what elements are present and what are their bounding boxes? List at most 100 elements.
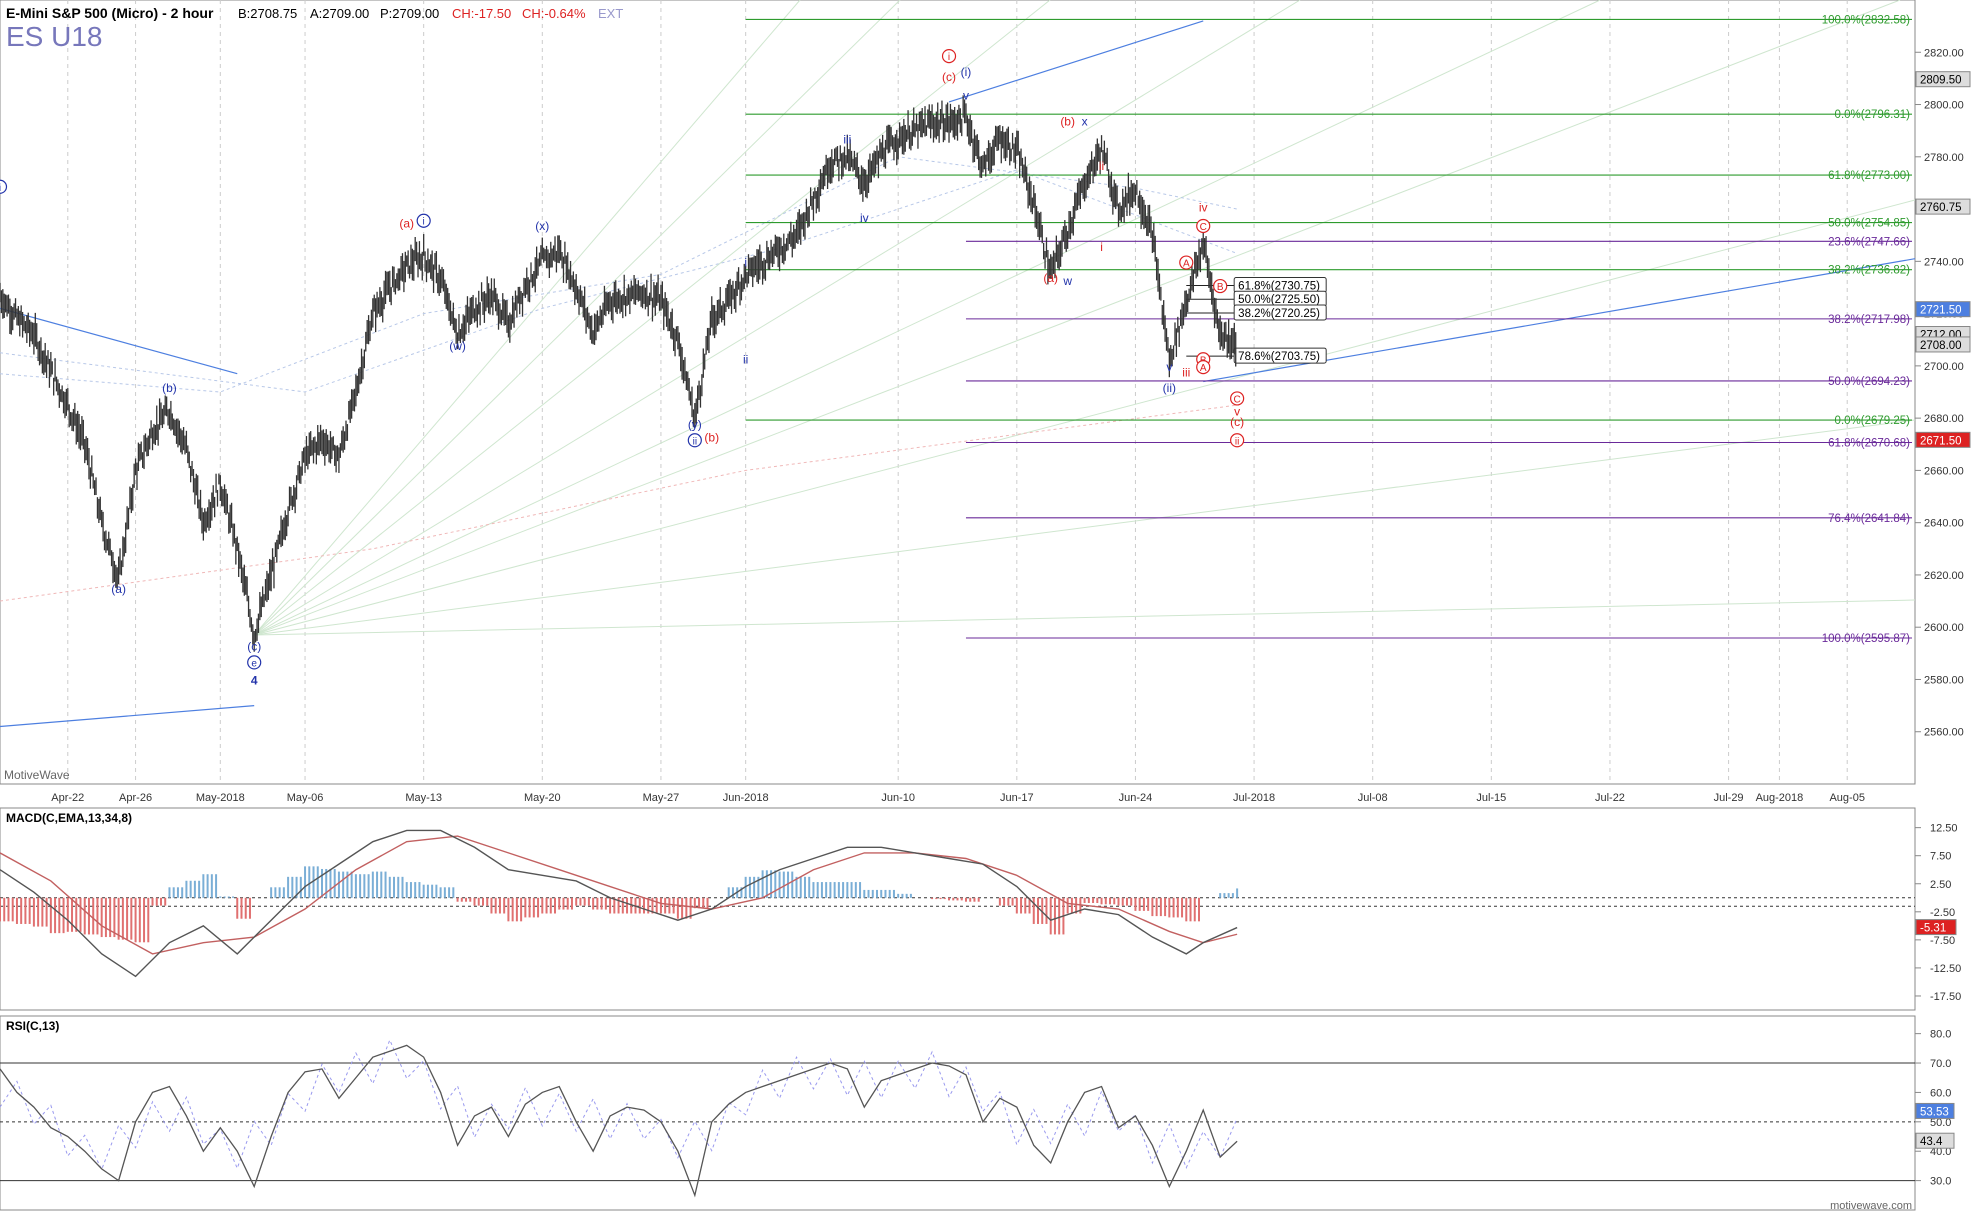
rsi-panel [0,1015,1916,1211]
wave-label: (a) [399,216,414,230]
date-tick-label: Jun-2018 [723,792,769,804]
wave-circle [1213,278,1228,294]
wave-label: (w) [449,339,466,353]
rsi-tick-label: 40.0 [1930,1146,1951,1158]
price-tick-label: 2740.00 [1924,256,1964,268]
rsi-axis: 80.0 70.0 60.0 50.0 40.0 30.0 53.53 43.4 [1915,1029,1955,1188]
macd-tick-label: -12.50 [1930,963,1961,975]
date-axis: Apr-22 Apr-26 May-2018 May-06 May-13 May-20 Ma… [51,792,1865,804]
wave-circle-label: i [948,52,950,63]
date-tick-label: Jul-29 [1714,792,1744,804]
price-tick-label: 2780.00 [1924,152,1964,164]
price-tag [1915,336,1971,353]
retrace-label: 61.8%(2730.75) [1238,281,1320,293]
ext-badge[interactable]: EXT [598,6,623,21]
date-tick-label: Apr-22 [51,792,84,804]
macd-tick-label: 2.50 [1930,879,1951,891]
date-tick-label: Aug-2018 [1756,792,1804,804]
change-percent: CH:-0.64% [522,6,586,21]
fib-label: 61.8%(2670.68) [1828,437,1910,449]
trend-line [948,20,1204,103]
wave-circle-label: A [1183,259,1190,270]
retrace-label: 50.0%(2725.50) [1238,294,1320,306]
fan-line [254,199,1916,636]
macd-value-tag [1915,919,1957,936]
wave-circle [247,655,262,670]
wave-label: iv [1199,201,1208,215]
price-tag-label: 2809.50 [1920,75,1962,87]
price-tag-label: 2671.50 [1920,435,1962,447]
fan-line [253,0,1301,636]
wave-circle-label: ii [693,436,697,447]
fib-label: 61.8%(2773.00) [1828,170,1910,182]
wave-label: ii [743,352,748,366]
retrace-label: 78.6%(2703.75) [1238,351,1320,363]
wave-label: (a) [111,582,126,596]
wave-circle [941,49,957,64]
ask-price: A:2709.00 [310,6,369,21]
bid-price: B:2708.75 [238,6,297,21]
fib-label: 50.0%(2694.23) [1828,376,1910,388]
wave-label: (y) [688,418,702,432]
wave-circle [687,433,702,448]
rsi-tick-label: 60.0 [1930,1087,1951,1099]
fib-label: 38.2%(2717.98) [1828,314,1910,326]
wave-label: v [1234,405,1240,419]
wave-circle-label: i [423,217,425,228]
rsi-tick-label: 50.0 [1930,1117,1951,1129]
date-tick-label: Jul-15 [1476,792,1506,804]
wave-label: iii [843,133,851,147]
wave-circle-label: e [251,658,257,669]
wave-label: 4 [251,674,258,688]
retrace-box [1233,347,1327,364]
watermark: MotiveWave [4,768,70,782]
fan-line [253,0,901,636]
fan-line [254,0,1901,636]
price-tag-label: 2721.50 [1920,305,1962,317]
date-tick-label: Jun-10 [881,792,915,804]
trend-line [0,307,238,375]
moving-average-line [0,169,1238,393]
rsi-title: RSI(C,13) [6,1019,59,1033]
price-tick-label: 2680.00 [1924,413,1964,425]
wave-label: v [963,88,969,102]
macd-tick-label: -2.50 [1930,907,1955,919]
trend-line [0,705,255,728]
macd-tick-label: -7.50 [1930,935,1955,947]
wave-label: ii [1099,159,1104,173]
price-tick-label: 2560.00 [1924,727,1964,739]
macd-tick-label: 12.50 [1930,823,1958,835]
fib-label: 0.0%(2796.31) [1835,109,1911,121]
rsi-signal-line [0,1038,1238,1171]
fan-line [253,0,1601,636]
date-tick-label: Jul-08 [1358,792,1388,804]
change-value: CH:-17.50 [452,6,511,21]
fib-label: 0.0%(2679.25) [1835,415,1911,427]
wave-label: (ii) [1163,381,1176,395]
fan-line [254,419,1916,636]
rsi-value-tag [1915,1102,1955,1119]
wave-label: i [744,256,747,270]
price-tag [1915,198,1971,215]
moving-average-line [0,404,1238,602]
macd-value-label: -5.31 [1920,923,1946,935]
wave-label: (b) [704,431,719,445]
wave-circle [1230,391,1245,406]
price-tag-label: 2760.75 [1920,202,1962,214]
fib-label: 100.0%(2832.58) [1822,14,1910,26]
fib-label: 50.0%(2754.85) [1828,218,1910,230]
macd-panel [0,807,1916,1011]
wave-label: (a) [1043,271,1058,285]
macd-title: MACD(C,EMA,13,34,8) [6,811,132,825]
retrace-box [1233,304,1327,321]
wave-circle [1196,218,1211,234]
wave-label: (b) [1060,114,1075,128]
date-tick-label: Jul-22 [1595,792,1625,804]
price-tag [1915,301,1971,318]
wave-circle-label: ii [1235,436,1239,447]
date-tick-label: May-2018 [196,792,245,804]
fib-label: 23.6%(2747.66) [1828,236,1910,248]
date-tick-label: Jul-2018 [1233,792,1275,804]
rsi-tick-label: 80.0 [1930,1029,1951,1041]
